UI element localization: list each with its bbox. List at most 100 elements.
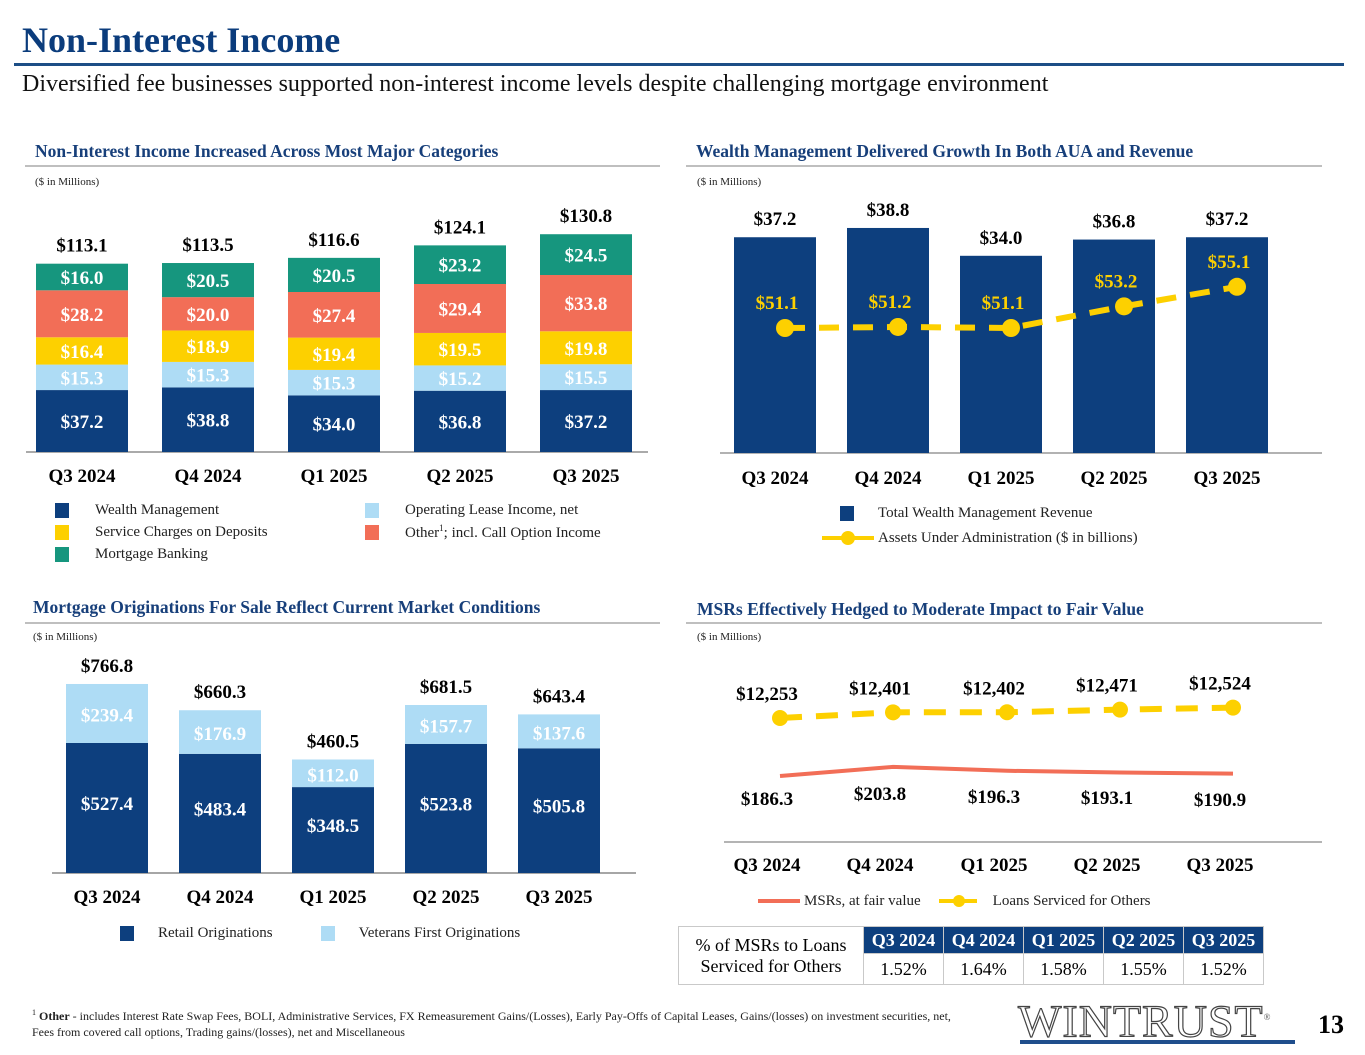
chart3-legend: Retail Originations Veterans First Origi… <box>120 922 520 944</box>
bar-segment-operating-lease-income-net <box>414 365 506 391</box>
table-cell: 1.52% <box>863 953 944 985</box>
data-label: $19.4 <box>313 345 356 366</box>
data-label: $16.4 <box>61 342 104 363</box>
legend-item-retail: Retail Originations <box>120 922 273 944</box>
data-label: $33.8 <box>565 294 608 315</box>
bar-segment-veterans-first-originations <box>66 683 148 743</box>
msr-fair-value-line <box>779 764 1234 778</box>
chart3-stacked-bar-chart: $527.4 $239.4 $766.8 Q3 2024 $483.4 $176.9 $66… <box>52 656 636 908</box>
bar-wealth-revenue <box>847 227 929 453</box>
bar-segment-operating-lease-income-net <box>36 364 128 391</box>
bar-segment-service-charges-on-deposits <box>540 331 632 365</box>
aua-value-label: $51.1 <box>756 293 799 314</box>
bar-segment-veterans-first-originations <box>405 705 487 744</box>
x-tick-label: Q3 2025 <box>1186 855 1253 876</box>
x-tick-label: Q3 2025 <box>1193 468 1260 489</box>
data-label: $23.2 <box>439 256 482 277</box>
bar-segment-wealth-management <box>414 390 506 452</box>
table-row: 1.52% 1.64% 1.58% 1.55% 1.52% <box>679 953 1264 985</box>
chart4-legend: MSRs, at fair value Loans Serviced for O… <box>758 890 1151 912</box>
x-tick-label: Q4 2024 <box>174 466 242 487</box>
legend-swatch <box>840 505 854 521</box>
bar-segment-other-incl-call-option-income <box>288 291 380 338</box>
legend-item-msrs: MSRs, at fair value <box>758 890 921 912</box>
x-tick-label: Q2 2025 <box>426 466 493 487</box>
legend-label: Wealth Management <box>95 501 220 518</box>
data-label: $36.8 <box>439 412 482 433</box>
data-label: $27.4 <box>313 306 356 327</box>
data-label: $112.0 <box>307 765 358 786</box>
bar-segment-other-incl-call-option-income <box>162 297 254 331</box>
bar-segment-service-charges-on-deposits <box>288 337 380 370</box>
table-header-cell: Q3 2024 <box>863 926 944 954</box>
legend-swatch <box>55 546 69 562</box>
data-label: $37.2 <box>61 412 104 433</box>
loans-serviced-marker <box>1225 699 1241 716</box>
page-subtitle: Diversified fee businesses supported non… <box>22 71 1049 97</box>
legend-label: Total Wealth Management Revenue <box>878 504 1093 521</box>
data-label: $28.2 <box>61 305 104 326</box>
x-tick-label: Q3 2024 <box>733 855 801 876</box>
loans-serviced-marker <box>999 704 1015 721</box>
data-label: $34.0 <box>313 415 356 436</box>
aua-value-label: $55.1 <box>1208 252 1251 273</box>
bar-segment-other-incl-call-option-income <box>36 290 128 338</box>
legend-label-main: Other <box>405 524 440 541</box>
title-divider <box>14 63 1344 66</box>
data-label: $348.5 <box>307 816 359 837</box>
chart1-units: ($ in Millions) <box>35 176 100 188</box>
data-label: $15.2 <box>439 369 482 390</box>
loans-serviced-label: $12,524 <box>1189 674 1251 695</box>
aua-dashed-line <box>784 283 1238 332</box>
bar-segment-service-charges-on-deposits <box>162 330 254 362</box>
data-label: $483.4 <box>194 799 247 820</box>
bar-segment-veterans-first-originations <box>292 759 374 788</box>
data-label: $38.8 <box>187 411 230 432</box>
bar-segment-mortgage-banking <box>414 245 506 285</box>
legend-item-veterans-first: Veterans First Originations <box>320 922 520 944</box>
footnote-marker: 1 <box>32 1008 36 1017</box>
x-tick-label: Q1 2025 <box>960 855 1027 876</box>
total-label: $124.1 <box>434 217 486 238</box>
legend-label: Loans Serviced for Others <box>992 892 1151 909</box>
legend-line-marker-icon <box>938 895 977 907</box>
data-label: $16.0 <box>61 268 104 289</box>
x-tick-label: Q3 2024 <box>741 468 809 489</box>
legend-swatch <box>55 502 69 518</box>
msr-value-label: $190.9 <box>1194 790 1246 811</box>
aua-value-label: $51.1 <box>982 293 1025 314</box>
data-label: $19.5 <box>439 340 482 361</box>
logo-wordmark: WINTRUST <box>1017 995 1264 1047</box>
loans-serviced-label: $12,253 <box>736 684 798 705</box>
chart2-units: ($ in Millions) <box>697 176 762 188</box>
legend-label: MSRs, at fair value <box>804 892 921 909</box>
data-label: $15.3 <box>313 374 356 395</box>
footnote: 1 Other - includes Interest Rate Swap Fe… <box>32 1005 972 1040</box>
legend-label: Retail Originations <box>158 924 273 941</box>
data-label: $523.8 <box>420 794 472 815</box>
row-label-line2: Serviced for Others <box>700 955 842 976</box>
aua-marker <box>889 317 907 336</box>
bar-wealth-revenue <box>1186 237 1268 453</box>
data-label: $20.0 <box>187 305 230 326</box>
bar-segment-other-incl-call-option-income <box>414 284 506 333</box>
loans-serviced-marker <box>885 704 901 721</box>
data-label: $24.5 <box>565 246 608 267</box>
page-title: Non-Interest Income <box>22 20 341 60</box>
msr-value-label: $203.8 <box>854 784 906 805</box>
chart1-title: Non-Interest Income Increased Across Mos… <box>35 141 499 161</box>
total-label: $113.5 <box>182 235 233 256</box>
x-tick-label: Q1 2025 <box>300 466 367 487</box>
bar-segment-retail-originations <box>66 742 148 873</box>
chart2-legend: Total Wealth Management Revenue Assets U… <box>820 502 1138 549</box>
bar-segment-mortgage-banking <box>288 257 380 292</box>
bar-segment-retail-originations <box>518 748 600 873</box>
bar-value-label: $37.2 <box>1206 209 1249 230</box>
x-tick-label: Q4 2024 <box>186 887 254 908</box>
legend-item-loans-serviced: Loans Serviced for Others <box>938 890 1151 912</box>
aua-value-label: $51.2 <box>869 292 912 313</box>
legend-item-aua: Assets Under Administration ($ in billio… <box>820 527 1138 549</box>
data-label: $15.3 <box>61 368 104 389</box>
total-label: $116.6 <box>308 230 359 251</box>
msr-value-label: $193.1 <box>1081 788 1133 809</box>
